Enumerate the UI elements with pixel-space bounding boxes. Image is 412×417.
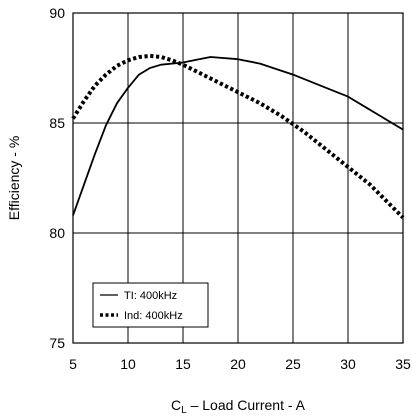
y-tick-label: 80 [49,225,65,241]
x-tick-label: 25 [285,356,301,372]
legend-label-ti: TI: 400kHz [124,290,177,302]
y-tick-label: 90 [49,5,65,21]
y-tick-label: 85 [49,115,65,131]
x-tick-label: 35 [395,356,411,372]
legend-label-ind: Ind: 400kHz [124,310,183,322]
y-axis-title: Efficiency - % [6,136,22,221]
series-lines [71,53,405,220]
y-tick-label: 75 [49,335,65,351]
x-axis-title-main: C [171,397,181,413]
x-tick-label: 15 [175,356,191,372]
x-tick-label: 30 [340,356,356,372]
x-axis-title-subscript: L [181,405,187,416]
x-axis-title-rest: – Load Current - A [187,397,306,413]
x-axis-title: CL – Load Current - A [171,397,306,416]
legend: TI: 400kHz Ind: 400kHz [92,282,209,328]
plot-frame [72,12,404,344]
legend-box [92,282,209,328]
series-line-ti-400khz [72,56,404,216]
x-tick-labels: 5 10 15 20 25 30 35 [69,356,411,372]
x-tick-label: 5 [69,356,77,372]
x-tick-label: 20 [230,356,246,372]
series-line-ind-400khz [71,53,405,220]
x-tick-label: 10 [120,356,136,372]
y-tick-labels: 75 80 85 90 [49,5,65,351]
